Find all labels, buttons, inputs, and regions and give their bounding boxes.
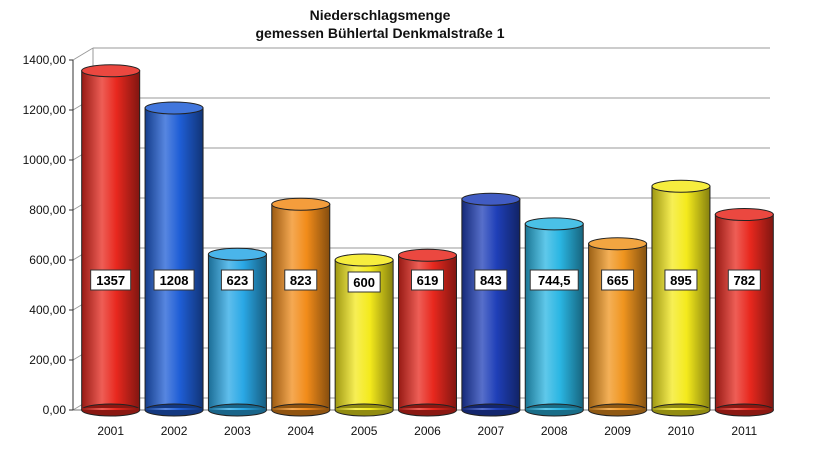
- bar-2004: 823: [271, 197, 331, 417]
- bar-body: [588, 243, 648, 411]
- bar-base-fill: [652, 408, 710, 410]
- data-label-box: [474, 269, 508, 291]
- data-label: 895: [670, 273, 692, 288]
- bar-2007: 843: [461, 192, 521, 417]
- bar-top: [651, 179, 711, 193]
- bar-2009: 665: [588, 237, 648, 417]
- x-tick-label: 2008: [541, 424, 568, 438]
- data-label-box: [347, 271, 381, 293]
- x-tick-label: 2010: [668, 424, 695, 438]
- bar-top: [461, 192, 521, 206]
- x-tick-label: 2003: [224, 424, 251, 438]
- data-label-box: [529, 269, 579, 291]
- gridline-diagonal: [72, 47, 94, 61]
- bar-base-fill: [715, 408, 773, 410]
- bar-base-fill: [145, 408, 203, 410]
- data-label-box: [601, 269, 635, 291]
- data-label: 623: [227, 273, 249, 288]
- bar-top: [271, 197, 331, 211]
- data-label: 619: [417, 273, 439, 288]
- bar-base-fill: [525, 408, 583, 410]
- data-label-box: [153, 269, 195, 291]
- bar-top: [714, 208, 774, 221]
- bar-body: [144, 107, 204, 411]
- x-tick-label: 2007: [478, 424, 505, 438]
- bar-2003: 623: [207, 247, 267, 417]
- bar-base-fill: [208, 408, 266, 410]
- x-tick-label: 2009: [604, 424, 631, 438]
- bar-2001: 1357: [81, 64, 141, 417]
- bar-2011: 782: [714, 208, 774, 417]
- data-label: 843: [480, 273, 502, 288]
- y-tick-label: 200,00: [29, 353, 66, 367]
- bar-body: [271, 203, 331, 411]
- x-tick-label: 2006: [414, 424, 441, 438]
- y-tick-label: 1200,00: [23, 103, 67, 117]
- y-tick-label: 1000,00: [23, 153, 67, 167]
- data-label-box: [284, 269, 318, 291]
- data-label: 665: [607, 273, 629, 288]
- bar-top: [144, 101, 204, 115]
- bar-body: [651, 185, 711, 411]
- bar-body: [524, 223, 584, 411]
- x-tick-label: 2001: [97, 424, 124, 438]
- data-label: 600: [353, 275, 375, 290]
- chart-title-line1: Niederschlagsmenge: [309, 7, 451, 23]
- data-label: 744,5: [538, 273, 571, 288]
- bar-2008: 744,5: [524, 217, 584, 417]
- y-tick-label: 400,00: [29, 303, 66, 317]
- data-label: 782: [733, 273, 755, 288]
- bar-top: [524, 217, 584, 231]
- bar-base-fill: [82, 408, 140, 410]
- x-tick-label: 2005: [351, 424, 378, 438]
- bar-2006: 619: [398, 248, 457, 417]
- bar-body: [714, 214, 774, 411]
- bar-body: [81, 70, 141, 411]
- bar-base-fill: [399, 408, 456, 410]
- bar-2005: 600: [334, 253, 394, 417]
- bar-body: [461, 198, 521, 411]
- data-label: 1208: [160, 273, 189, 288]
- chart-title-line2: gemessen Bühlertal Denkmalstraße 1: [255, 25, 505, 41]
- y-tick-label: 600,00: [29, 253, 66, 267]
- data-label-box: [411, 269, 444, 291]
- x-tick-label: 2004: [287, 424, 314, 438]
- bar-2010: 895: [651, 179, 711, 417]
- bar-base-fill: [272, 408, 330, 410]
- bar-top: [207, 247, 267, 261]
- data-label-box: [220, 269, 254, 291]
- bar-top: [398, 248, 457, 262]
- x-tick-label: 2002: [161, 424, 188, 438]
- bar-base-fill: [462, 408, 520, 410]
- bar-top: [588, 237, 648, 251]
- bar-2002: 1208: [144, 101, 204, 417]
- x-tick-label: 2011: [731, 424, 757, 438]
- data-label: 1357: [96, 273, 125, 288]
- data-label: 823: [290, 273, 312, 288]
- data-label-box: [664, 269, 698, 291]
- bar-base-fill: [589, 408, 647, 410]
- data-label-box: [727, 269, 761, 291]
- data-label-box: [90, 269, 132, 291]
- y-tick-label: 1400,00: [23, 53, 67, 67]
- bar-top: [334, 253, 394, 267]
- bar-top: [81, 64, 141, 78]
- y-tick-label: 800,00: [29, 203, 66, 217]
- bar-base-fill: [335, 408, 393, 410]
- y-tick-label: 0,00: [43, 403, 67, 417]
